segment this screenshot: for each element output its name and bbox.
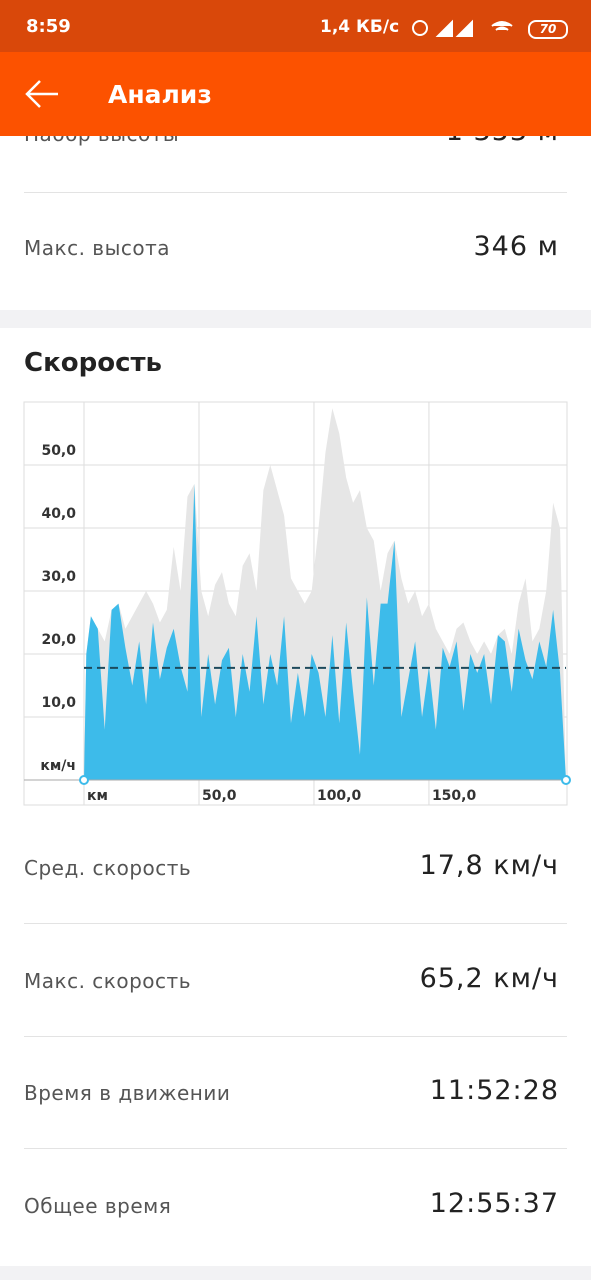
- section-gap: [0, 310, 591, 328]
- y-tick-label: 10,0: [41, 695, 76, 711]
- x-tick-label: км: [87, 788, 108, 804]
- divider: [24, 192, 567, 193]
- divider: [24, 923, 567, 924]
- row-label: Общее время: [24, 1193, 172, 1218]
- back-button[interactable]: [24, 78, 60, 110]
- battery: 70: [528, 20, 568, 39]
- x-tick-label: 50,0: [202, 788, 237, 804]
- divider: [24, 1148, 567, 1149]
- section-gap: [0, 1266, 591, 1280]
- row-value: 12:55:37: [429, 1187, 559, 1219]
- y-tick-label: 50,0: [41, 443, 76, 459]
- row-value: 17,8 км/ч: [419, 850, 559, 881]
- content: Набор высоты 1 353 м Макс. высота 346 м …: [0, 136, 591, 1280]
- row-value: 11:52:28: [429, 1075, 559, 1106]
- end-marker: [79, 775, 89, 785]
- section-title: Скорость: [24, 348, 162, 378]
- status-bar: 8:59 1,4 КБ/с 70: [0, 0, 591, 52]
- row-label: Время в движении: [24, 1081, 231, 1105]
- row-label: Сред. скорость: [24, 856, 192, 880]
- x-tick-label: 150,0: [432, 788, 477, 804]
- y-tick-label: 30,0: [41, 569, 76, 585]
- row-value: 1 353 м: [446, 136, 559, 147]
- x-tick-label: 100,0: [317, 788, 362, 804]
- net-speed: 1,4 КБ/с: [320, 17, 400, 37]
- end-marker: [561, 775, 571, 785]
- row-label: Макс. высота: [24, 236, 171, 260]
- status-icons: [412, 19, 513, 37]
- y-tick-label: 20,0: [41, 632, 76, 648]
- divider: [24, 1035, 567, 1037]
- app-bar: Анализ: [0, 52, 591, 136]
- row-value: 346 м: [473, 231, 559, 262]
- app-title: Анализ: [108, 80, 212, 109]
- plot-frame: [23, 401, 568, 806]
- speed-chart: км/ч 10,0 20,0 30,0 40,0 50,0 км 50,0 100,0 150,0: [23, 401, 571, 806]
- row-value: 65,2 км/ч: [419, 962, 559, 994]
- clock: 8:59: [26, 16, 71, 37]
- row-label: Макс. скорость: [24, 968, 191, 993]
- y-tick-label: км/ч: [40, 758, 76, 774]
- area-series: [84, 483, 566, 780]
- y-tick-label: 40,0: [41, 506, 76, 522]
- row-label: Набор высоты: [24, 136, 179, 146]
